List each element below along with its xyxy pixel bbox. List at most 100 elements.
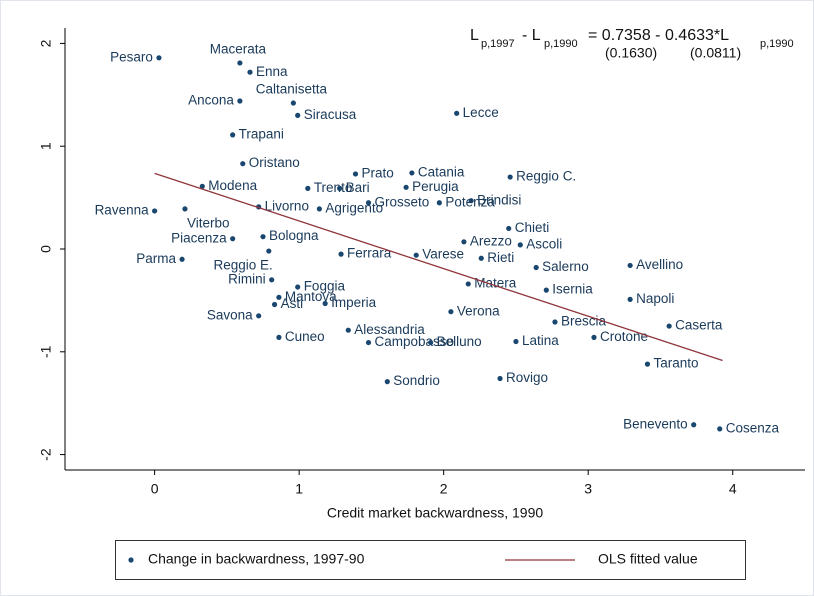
point [365, 339, 372, 346]
point [691, 422, 697, 428]
eq-part: = 0.7358 - 0.4633*L [588, 27, 729, 44]
point [266, 248, 272, 254]
point-label: Ferrara [347, 246, 392, 261]
legend-marker [128, 557, 134, 563]
point [384, 379, 390, 385]
point [507, 174, 513, 180]
point [454, 110, 460, 116]
point-label: Prato [362, 166, 394, 181]
point-label: Benevento [623, 416, 688, 431]
point [152, 208, 158, 214]
eq-part: - L [522, 27, 541, 44]
point [627, 296, 633, 302]
point [237, 98, 243, 104]
point [436, 200, 442, 206]
point [338, 251, 344, 257]
point [276, 294, 282, 300]
point-label: Cuneo [285, 329, 325, 344]
point-label: Foggia [304, 279, 346, 294]
point [345, 327, 351, 333]
x-tick-label: 3 [584, 481, 592, 497]
legend-label: OLS fitted value [598, 551, 698, 567]
point-label: Modena [208, 178, 257, 193]
point-label: Alessandria [354, 322, 425, 337]
point-label: Latina [522, 333, 559, 348]
point-label: Caltanisetta [256, 82, 328, 97]
point [237, 60, 243, 66]
point [256, 313, 262, 319]
point [666, 323, 672, 329]
point [352, 171, 359, 177]
point [305, 185, 311, 191]
point [506, 225, 512, 232]
x-tick-label: 1 [295, 481, 303, 497]
y-tick-label: -2 [38, 448, 54, 461]
point [428, 339, 434, 346]
eq-se: (0.1630) [605, 45, 657, 61]
point-label: Salerno [542, 259, 589, 274]
point-label: Piacenza [171, 230, 227, 245]
eq-part: L [470, 27, 479, 44]
point-label: Brescia [561, 314, 607, 329]
point [644, 361, 651, 367]
point [591, 334, 597, 340]
x-axis-title: Credit market backwardness, 1990 [327, 505, 544, 521]
point-label: Sondrio [393, 373, 440, 388]
point [403, 184, 409, 190]
point [465, 281, 471, 287]
point [513, 338, 519, 345]
point-label: Ancona [188, 93, 234, 108]
point [179, 256, 185, 262]
y-tick-label: 2 [38, 39, 54, 47]
point-label: Campobasso [375, 334, 455, 349]
point [365, 200, 372, 206]
eq-sub: p,1990 [544, 38, 578, 50]
point [517, 242, 523, 248]
point-label: Taranto [653, 356, 698, 371]
point [247, 69, 253, 75]
point [156, 55, 162, 61]
point-label: Cosenza [726, 420, 780, 435]
point [182, 206, 188, 212]
point-label: Trento [314, 180, 353, 195]
point [478, 255, 484, 261]
point [295, 284, 301, 290]
point-label: Pesaro [110, 49, 153, 64]
point-label: Siracusa [304, 107, 357, 122]
eq-se: (0.0811) [690, 45, 741, 61]
point [260, 234, 266, 240]
point [230, 132, 236, 138]
point-label: Viterbo [187, 215, 230, 230]
point-label: Varese [422, 247, 464, 262]
point-label: Rimini [228, 271, 266, 286]
point-label: Brindisi [477, 192, 521, 207]
point [269, 277, 275, 283]
point-label: Chieti [515, 220, 550, 235]
point [316, 206, 322, 212]
point-label: Mantova [285, 289, 337, 304]
point [295, 112, 301, 118]
eq-sub: p,1990 [760, 38, 794, 50]
point [322, 300, 328, 307]
point-label: Rovigo [506, 370, 548, 385]
x-tick-label: 4 [729, 481, 737, 497]
point-label: Arezzo [470, 233, 512, 248]
eq-sub: p,1997 [481, 38, 515, 50]
point-label: Perugia [412, 179, 459, 194]
point [276, 334, 282, 340]
point [627, 262, 633, 269]
legend-box [115, 540, 746, 580]
point [409, 170, 415, 176]
equation: L p,1997 - L p,1990 = 0.7358 - 0.4633*L … [470, 27, 794, 60]
point-label: Avellino [636, 257, 683, 272]
point-label: Imperia [331, 295, 377, 310]
point [543, 287, 549, 293]
y-tick-label: 1 [38, 142, 54, 150]
point [461, 239, 467, 245]
point-label: Reggio E. [213, 258, 272, 273]
fit-line [154, 172, 723, 362]
point [533, 264, 539, 271]
point-label: Potenza [445, 194, 495, 209]
point-label: Napoli [636, 291, 674, 306]
point [240, 161, 246, 167]
